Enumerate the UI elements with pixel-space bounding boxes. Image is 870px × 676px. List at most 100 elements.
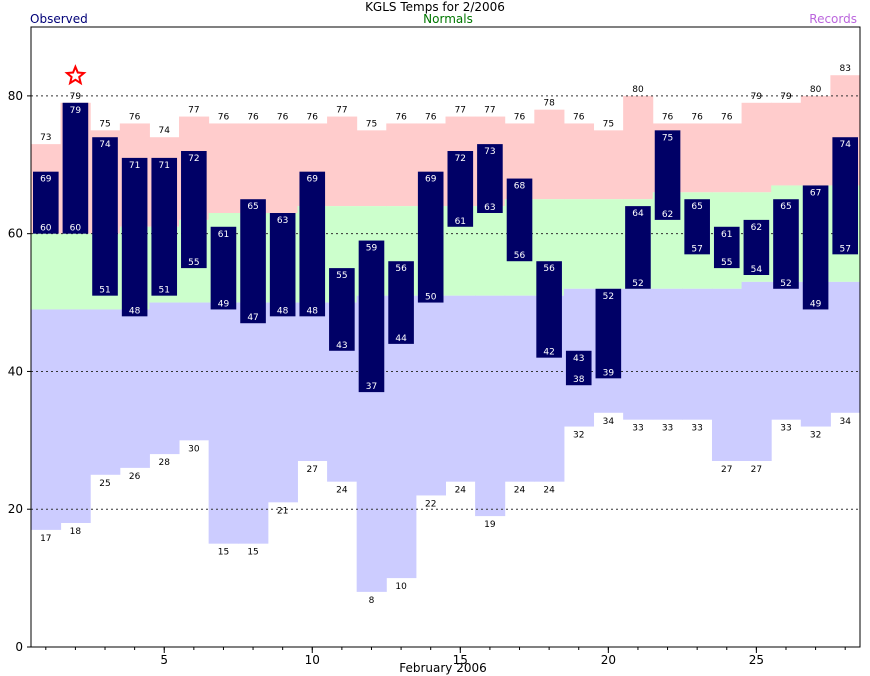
observed-bar: [181, 151, 207, 269]
record-low-band: [149, 302, 180, 455]
record-low-label: 15: [247, 548, 258, 558]
record-low-band: [711, 288, 743, 461]
record-high-band: [593, 130, 624, 200]
observed-low-label: 37: [366, 382, 377, 392]
observed-low-label: 60: [40, 224, 52, 234]
normal-band: [31, 233, 62, 310]
observed-bar: [240, 199, 266, 324]
record-low-label: 27: [307, 465, 318, 475]
record-high-label: 76: [691, 112, 703, 122]
observed-low-label: 48: [307, 306, 319, 316]
record-low-label: 27: [721, 465, 732, 475]
observed-high-label: 73: [484, 147, 495, 157]
record-high-band: [534, 109, 565, 200]
y-tick-label: 80: [8, 89, 23, 103]
record-high-label: 79: [751, 92, 763, 102]
record-low-label: 32: [810, 431, 821, 441]
observed-high-label: 65: [780, 202, 791, 212]
observed-low-label: 49: [218, 299, 230, 309]
record-high-label: 76: [129, 112, 141, 122]
record-low-label: 33: [662, 424, 673, 434]
observed-high-label: 43: [573, 354, 584, 364]
observed-high-label: 67: [810, 188, 821, 198]
record-low-band: [208, 302, 239, 544]
observed-high-label: 64: [632, 209, 644, 219]
observed-low-label: 44: [395, 334, 407, 344]
record-high-label: 73: [40, 133, 51, 143]
climate-bands: [31, 75, 861, 592]
record-high-label: 77: [188, 106, 199, 116]
observed-high-label: 79: [70, 106, 82, 116]
record-high-label: 80: [810, 85, 822, 95]
x-tick-label: 15: [453, 653, 468, 667]
observed-high-label: 63: [277, 216, 288, 226]
record-star-icon: [64, 64, 87, 86]
observed-bar: [358, 240, 385, 393]
observed-low-label: 55: [721, 258, 732, 268]
record-low-band: [682, 288, 713, 420]
record-low-label: 21: [277, 506, 288, 516]
record-high-band: [267, 123, 298, 213]
record-low-band: [31, 309, 62, 530]
observed-bar: [388, 261, 414, 344]
record-low-band: [267, 302, 298, 503]
normal-band: [475, 206, 506, 296]
normal-band: [60, 233, 91, 310]
observed-bar: [92, 137, 118, 296]
observed-low-label: 62: [662, 210, 673, 220]
record-high-band: [386, 123, 417, 207]
record-low-label: 33: [632, 424, 643, 434]
record-high-band: [563, 123, 595, 200]
observed-low-label: 57: [839, 244, 850, 254]
record-low-band: [504, 295, 535, 482]
observed-low-label: 38: [573, 375, 585, 385]
x-axis-label: February 2006: [399, 661, 487, 675]
record-low-label: 19: [484, 520, 496, 530]
record-low-band: [445, 295, 476, 482]
plot-frame: [30, 26, 861, 648]
observed-high-label: 72: [455, 154, 466, 164]
observed-bar: [210, 226, 237, 310]
record-low-label: 24: [514, 486, 526, 496]
record-low-label: 30: [188, 444, 200, 454]
observed-bar: [33, 171, 59, 234]
observed-high-label: 75: [662, 133, 673, 143]
observed-bar: [743, 219, 770, 275]
record-high-band: [356, 130, 387, 207]
record-high-label: 77: [484, 106, 495, 116]
record-high-label: 76: [307, 112, 319, 122]
y-tick-label: 0: [15, 640, 23, 654]
record-high-label: 76: [218, 112, 230, 122]
observed-low-label: 60: [70, 224, 82, 234]
observed-high-label: 56: [395, 264, 407, 274]
observed-high-label: 71: [159, 161, 170, 171]
record-high-label: 76: [573, 112, 585, 122]
record-high-band: [238, 123, 269, 213]
observed-bar: [595, 288, 622, 379]
record-low-label: 33: [780, 424, 791, 434]
observed-low-label: 48: [277, 306, 289, 316]
observed-high-label: 61: [721, 230, 732, 240]
observed-low-label: 61: [455, 217, 466, 227]
observed-low-label: 50: [425, 293, 437, 303]
observed-bar: [269, 213, 296, 317]
record-low-label: 33: [691, 424, 702, 434]
record-high-band: [711, 123, 743, 193]
record-high-band: [682, 123, 713, 193]
observed-low-label: 63: [484, 203, 495, 213]
record-high-label: 77: [336, 106, 347, 116]
observed-high-label: 69: [40, 175, 52, 185]
record-low-band: [652, 288, 683, 420]
y-tick-label: 60: [8, 227, 23, 241]
record-low-label: 25: [99, 479, 110, 489]
record-high-label: 76: [395, 112, 407, 122]
observed-low-label: 43: [336, 341, 347, 351]
x-tick-label: 5: [160, 653, 168, 667]
record-high-band: [327, 116, 358, 207]
observed-bar: [773, 199, 799, 289]
observed-bars: [33, 102, 858, 393]
record-low-band: [830, 281, 861, 413]
record-low-band: [90, 309, 121, 475]
observed-bar: [151, 157, 178, 296]
observed-high-label: 72: [188, 154, 199, 164]
